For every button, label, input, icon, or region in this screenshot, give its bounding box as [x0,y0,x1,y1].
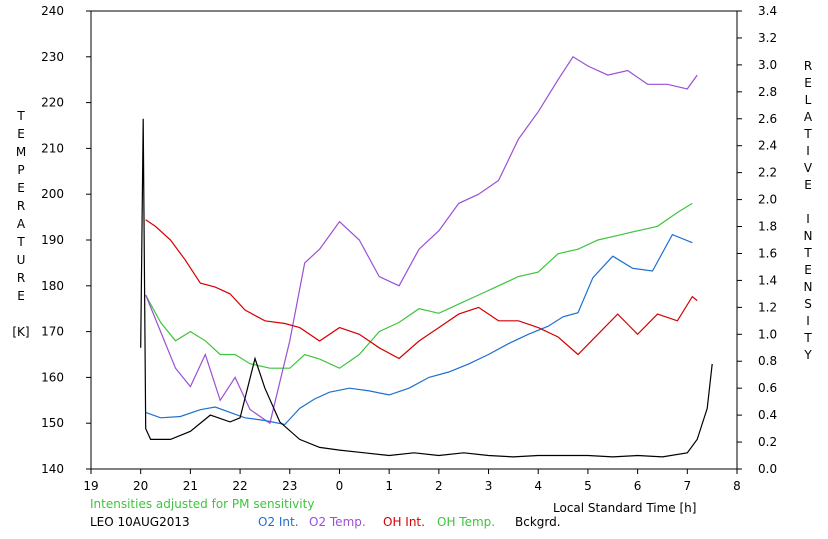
y-left-tick-label: 160 [41,370,64,384]
y-right-axis-label-char: N [804,280,813,294]
x-tick-label: 0 [336,479,344,493]
x-tick-label: 22 [232,479,247,493]
x-tick-label: 5 [584,479,592,493]
y-right-tick-label: 2.0 [758,193,777,207]
y-right-axis-label-char: L [805,93,812,107]
x-tick-label: 7 [683,479,691,493]
x-tick-label: 2 [435,479,443,493]
y-left-tick-label: 150 [41,416,64,430]
labels-layer: Local Standard Time [h] Intensities adju… [12,59,813,529]
y-right-axis-label-char: N [804,229,813,243]
y-left-axis-label-char: M [16,145,26,159]
y-left-axis-label-char: T [16,235,25,249]
ticks-layer: 19 20 21 22 23 0 1 2 3 4 5 6 7 8140150160170180190200… [41,4,777,493]
y-right-axis-label-char: R [804,59,812,73]
y-left-axis-label-char: P [17,163,24,177]
y-right-tick-label: 0.6 [758,381,777,395]
y-left-tick-label: 170 [41,325,64,339]
y-right-axis-label-char: E [804,178,812,192]
y-left-axis-label-char: R [17,199,25,213]
x-tick-label: 6 [634,479,642,493]
y-right-axis-label-char: T [803,127,812,141]
sensitivity-note: Intensities adjusted for PM sensitivity [90,497,314,511]
y-left-tick-label: 180 [41,279,64,293]
y-left-tick-label: 240 [41,4,64,18]
y-left-tick-label: 190 [41,233,64,247]
x-tick-label: 4 [534,479,542,493]
y-right-axis-label-char: S [804,297,812,311]
series-o2-temp [145,55,698,425]
series-oh-temp [145,202,693,369]
y-left-tick-label: 210 [41,141,64,155]
legend-o2-int: O2 Int. [258,515,299,529]
station-label: LEO 10AUG2013 [90,515,190,529]
x-tick-label: 21 [183,479,198,493]
y-right-tick-label: 3.4 [758,4,777,18]
x-tick-label: 3 [485,479,493,493]
y-right-tick-label: 2.2 [758,166,777,180]
y-left-axis-label-char: E [17,127,25,141]
y-left-axis-label-char: E [17,289,25,303]
x-tick-label: 20 [133,479,148,493]
y-left-tick-label: 200 [41,187,64,201]
y-right-tick-label: 0.8 [758,354,777,368]
y-right-axis-label-char: T [803,246,812,260]
y-right-tick-label: 2.6 [758,112,777,126]
y-right-tick-label: 1.8 [758,220,777,234]
series-oh-int [145,219,698,360]
y-right-tick-label: 3.0 [758,58,777,72]
y-left-tick-label: 140 [41,462,64,476]
legend: O2 Int. O2 Temp. OH Int. OH Temp. Bckgrd. [258,515,561,529]
y-right-tick-label: 1.0 [758,327,777,341]
x-tick-label: 8 [733,479,741,493]
series-bckgrd [140,118,713,458]
y-right-axis-label-char: V [804,161,813,175]
y-left-axis-label-char: A [17,217,26,231]
y-right-tick-label: 0.2 [758,435,777,449]
x-tick-label: 1 [385,479,393,493]
y-right-axis-label-char: A [804,110,813,124]
y-right-tick-label: 1.4 [758,273,777,287]
y-right-axis-label-char: E [804,263,812,277]
y-left-axis-label-char: R [17,271,25,285]
y-left-tick-label: 230 [41,50,64,64]
y-right-tick-label: 1.2 [758,300,777,314]
legend-oh-int: OH Int. [383,515,425,529]
y-left-axis-label-char: U [17,253,26,267]
y-left-tick-label: 220 [41,96,64,110]
legend-bckgrd: Bckgrd. [515,515,561,529]
y-right-tick-label: 0.0 [758,462,777,476]
y-right-tick-label: 1.6 [758,246,777,260]
y-right-axis-label-char: Y [803,348,812,362]
y-right-axis-label-char: I [806,144,810,158]
series-o2-int [145,233,693,426]
y-right-tick-label: 3.2 [758,31,777,45]
y-right-tick-label: 2.8 [758,85,777,99]
y-left-axis-label-char: E [17,181,25,195]
y-right-axis-label-char: I [806,212,810,226]
series-layer [140,55,713,458]
y-right-axis-label-char: I [806,314,810,328]
y-left-axis-label-char: T [16,109,25,123]
y-left-axis-label-char: [K] [12,325,29,339]
x-tick-label: 19 [83,479,98,493]
legend-oh-temp: OH Temp. [437,515,495,529]
y-right-tick-label: 2.4 [758,139,777,153]
y-right-axis-label-char: E [804,76,812,90]
y-right-axis-label-char: T [803,331,812,345]
legend-o2-temp: O2 Temp. [309,515,366,529]
x-axis-label: Local Standard Time [h] [553,501,696,515]
y-right-tick-label: 0.4 [758,408,777,422]
x-tick-label: 23 [282,479,297,493]
